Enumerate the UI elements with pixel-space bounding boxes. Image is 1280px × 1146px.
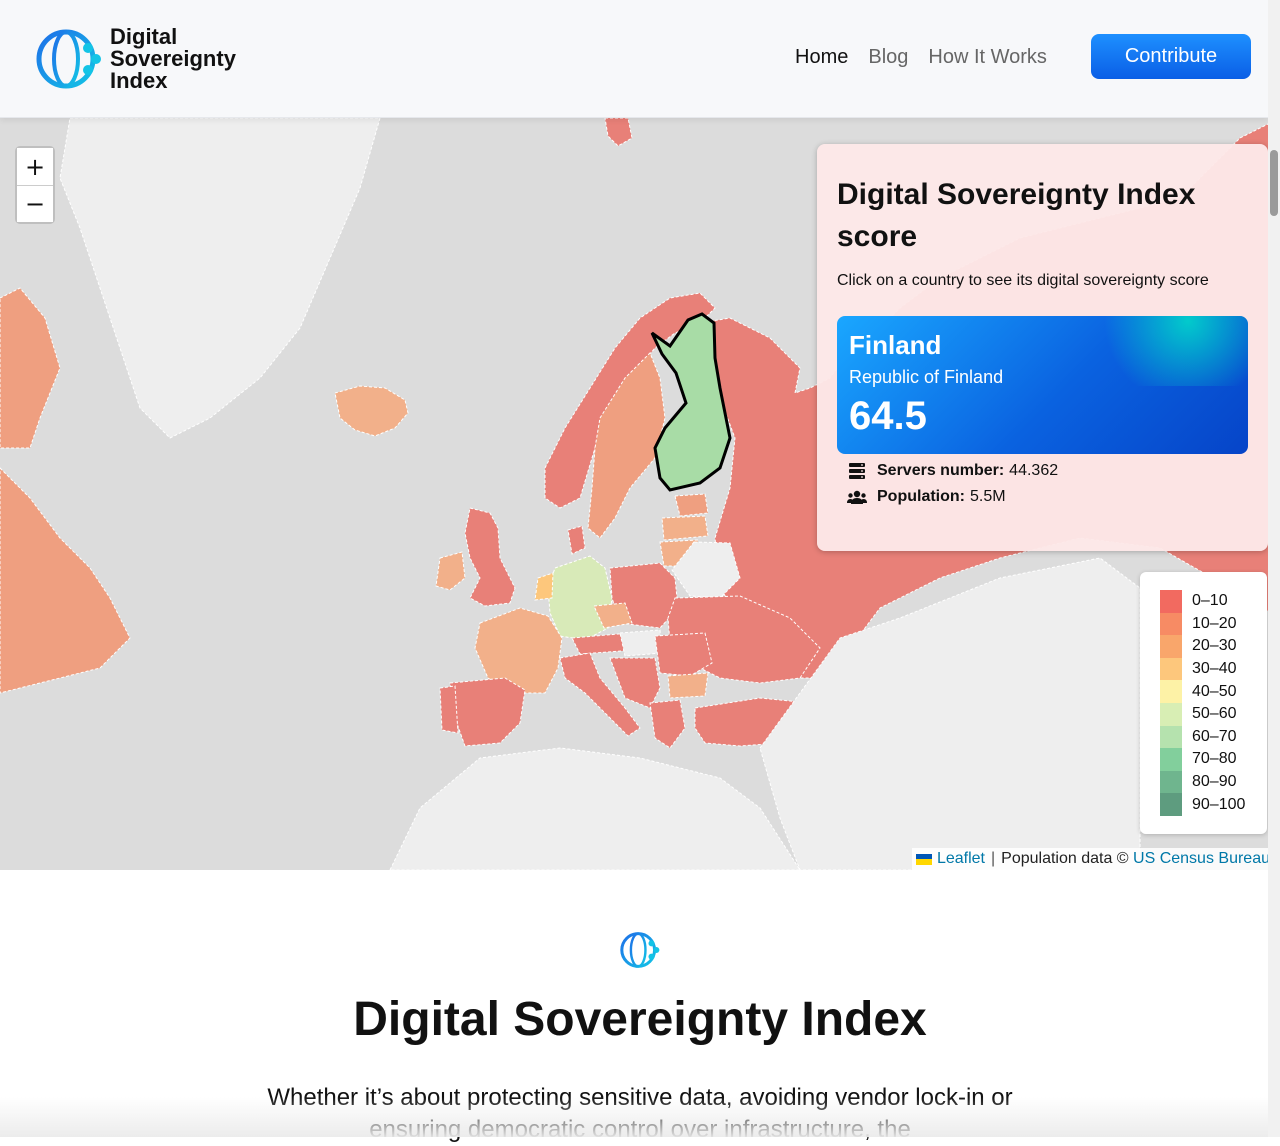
map-estonia[interactable] [674, 493, 709, 517]
info-subtitle: Click on a country to see its digital so… [837, 272, 1209, 289]
bottom-fade [0, 1097, 1268, 1137]
legend-swatch [1160, 702, 1182, 726]
legend-item: 60–70 [1160, 725, 1267, 749]
contribute-button[interactable]: Contribute [1091, 34, 1251, 79]
map-sweden[interactable] [587, 352, 666, 539]
legend-swatch [1160, 590, 1182, 613]
census-link[interactable]: US Census Bureau [1133, 850, 1270, 867]
map-romania[interactable] [654, 632, 713, 677]
servers-value: 44.362 [1009, 462, 1059, 479]
map-bulgaria[interactable] [667, 672, 709, 699]
legend-label: 90–100 [1192, 795, 1246, 813]
leaflet-link[interactable]: Leaflet [936, 850, 985, 867]
nav-how-it-works[interactable]: How It Works [928, 46, 1047, 68]
legend-label: 60–70 [1192, 727, 1237, 745]
map-balkans[interactable] [609, 657, 661, 709]
population-label: Population: [877, 488, 965, 505]
map-netherlands[interactable] [534, 572, 554, 601]
info-title: Digital Sovereignty Index score [837, 178, 1196, 253]
map-czechia[interactable] [593, 602, 633, 629]
legend-swatch [1160, 725, 1182, 749]
map-middle-east[interactable] [759, 557, 1141, 870]
zoom-control: + − [15, 146, 55, 224]
zoom-in-button[interactable]: + [17, 148, 53, 185]
page-title: Digital Sovereignty Index [353, 993, 927, 1046]
map-denmark[interactable] [567, 525, 586, 555]
map-germany[interactable] [547, 555, 613, 641]
servers-label: Servers number: [877, 462, 1005, 479]
population-stat: Population: 5.5M [847, 488, 1248, 506]
legend-item: 30–40 [1160, 657, 1267, 681]
map-uk[interactable] [464, 507, 516, 607]
legend-label: 0–10 [1192, 592, 1228, 610]
map-france[interactable] [474, 607, 563, 694]
map-canada[interactable] [0, 287, 61, 449]
globe-network-icon [620, 932, 660, 968]
map-portugal[interactable] [439, 685, 459, 734]
site-logo[interactable]: Digital Sovereignty Index [36, 26, 260, 92]
nav-blog[interactable]: Blog [868, 46, 909, 68]
logo-text: Digital Sovereignty Index [110, 24, 236, 93]
legend-item: 10–20 [1160, 612, 1267, 636]
legend-item: 40–50 [1160, 680, 1267, 703]
legend-item: 70–80 [1160, 748, 1267, 771]
legend-swatch [1160, 770, 1182, 794]
legend-item: 80–90 [1160, 770, 1267, 794]
intro-section: Digital Sovereignty Index Whether it’s a… [0, 870, 1268, 1143]
page-scrollbar[interactable] [1268, 0, 1280, 1137]
legend-swatch [1160, 748, 1182, 771]
map-finland[interactable] [650, 312, 732, 492]
map-latvia[interactable] [661, 515, 709, 541]
legend-item: 0–10 [1160, 590, 1267, 613]
map-svalbard[interactable] [604, 118, 633, 147]
legend-label: 10–20 [1192, 614, 1237, 632]
country-score: 64.5 [849, 394, 927, 438]
map-ireland[interactable] [435, 551, 466, 591]
servers-stat: Servers number: 44.362 [847, 462, 1248, 480]
users-icon [847, 490, 867, 504]
legend-item: 20–30 [1160, 635, 1267, 658]
ukraine-flag-icon [915, 853, 932, 865]
legend-label: 80–90 [1192, 773, 1237, 791]
map-italy[interactable] [559, 652, 641, 737]
legend-label: 30–40 [1192, 660, 1237, 678]
score-legend: 0–10 10–20 20–30 30–40 40–50 50–60 60–70 70–80 8… [1140, 572, 1267, 834]
map-attribution: Leaflet | Population data © US Census Bu… [911, 848, 1274, 870]
legend-label: 40–50 [1192, 682, 1237, 700]
server-icon [849, 463, 865, 479]
legend-swatch [1160, 793, 1182, 816]
main-nav: Home Blog How It Works [795, 46, 1067, 69]
country-score-card: Finland Republic of Finland 64.5 [837, 316, 1248, 454]
legend-swatch [1160, 657, 1182, 681]
legend-swatch [1160, 680, 1182, 703]
attribution-separator: | [990, 850, 996, 867]
map-canada-east[interactable] [0, 467, 131, 694]
map-africa[interactable] [389, 747, 801, 870]
legend-swatch [1160, 635, 1182, 658]
scrollbar-thumb[interactable] [1270, 150, 1278, 216]
globe-network-icon [36, 29, 101, 89]
map-hungary[interactable] [619, 629, 663, 657]
map-greenland[interactable] [59, 118, 381, 439]
legend-item: 50–60 [1160, 702, 1267, 726]
country-name: Finland [849, 330, 942, 360]
legend-label: 50–60 [1192, 705, 1237, 723]
legend-item: 90–100 [1160, 793, 1267, 816]
zoom-out-button[interactable]: − [17, 185, 53, 222]
site-header: Digital Sovereignty Index Home Blog How … [0, 0, 1268, 118]
map-iceland[interactable] [334, 385, 409, 437]
legend-label: 20–30 [1192, 637, 1237, 655]
score-info-panel: Digital Sovereignty Index score Click on… [817, 144, 1268, 551]
map-spain[interactable] [449, 677, 526, 747]
country-official-name: Republic of Finland [849, 367, 1004, 387]
legend-swatch [1160, 612, 1182, 636]
map-greece[interactable] [649, 699, 686, 749]
legend-label: 70–80 [1192, 750, 1237, 768]
nav-home[interactable]: Home [795, 46, 849, 68]
attribution-text: Population data © [1001, 850, 1129, 867]
population-value: 5.5M [969, 488, 1006, 505]
